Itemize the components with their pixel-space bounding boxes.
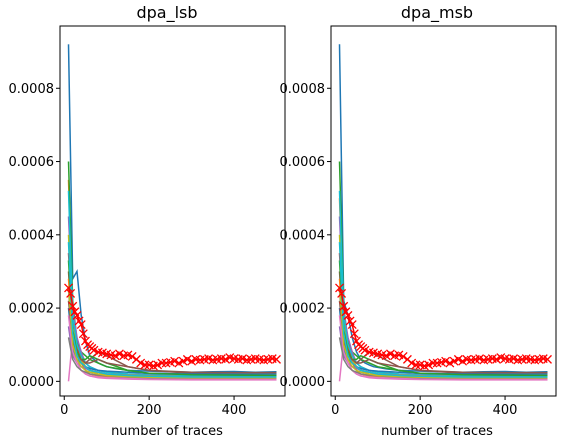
highlight-marker bbox=[76, 320, 86, 330]
series-line-1 bbox=[67, 179, 277, 380]
series-line-2 bbox=[67, 161, 277, 378]
series-line-9 bbox=[338, 190, 548, 378]
y-tick-label: 0.0006 bbox=[280, 155, 326, 170]
y-tick-label: 0.0008 bbox=[9, 82, 55, 97]
plot-frame bbox=[59, 25, 286, 397]
x-tick-label: 400 bbox=[493, 403, 518, 418]
highlight-marker bbox=[68, 301, 78, 311]
highlight-marker bbox=[66, 288, 76, 298]
y-tick-label: 0.0008 bbox=[280, 82, 326, 97]
series-lines bbox=[338, 44, 548, 382]
subplot-title: dpa_msb bbox=[401, 3, 473, 23]
highlight-marker bbox=[127, 351, 137, 361]
highlight-marker bbox=[349, 329, 359, 339]
highlight-marker bbox=[347, 320, 357, 330]
series-line-0 bbox=[67, 44, 277, 373]
highlight-marker bbox=[64, 283, 73, 293]
highlight-marker bbox=[335, 283, 344, 293]
y-tick-label: 0.0004 bbox=[280, 228, 326, 243]
series-line-15 bbox=[67, 315, 277, 380]
highlight-marker bbox=[411, 360, 421, 370]
highlight-marker bbox=[543, 354, 552, 364]
x-axis-label: number of traces bbox=[381, 424, 493, 439]
highlight-marker bbox=[272, 354, 281, 364]
y-tick-label: 0.0000 bbox=[9, 375, 55, 390]
subplot-dpa-lsb: dpa_lsb number of traces 0 200 400 0.0000 0.… bbox=[9, 3, 286, 439]
highlight-marker bbox=[337, 288, 347, 298]
highlight-marker bbox=[343, 310, 353, 320]
x-axis-label: number of traces bbox=[111, 424, 223, 439]
y-tick-label: 0.0004 bbox=[9, 228, 55, 243]
series-line-2 bbox=[338, 161, 548, 378]
plot-frame bbox=[330, 25, 557, 397]
highlight-marker bbox=[339, 301, 349, 311]
x-tick-label: 400 bbox=[222, 403, 247, 418]
x-tick-label: 0 bbox=[60, 403, 68, 418]
highlight-marker bbox=[398, 351, 408, 361]
series-line-18 bbox=[67, 242, 277, 378]
x-tick-label: 200 bbox=[137, 403, 162, 418]
highlight-series bbox=[64, 283, 281, 371]
series-line-0 bbox=[338, 44, 548, 373]
y-tick-label: 0.0002 bbox=[9, 302, 55, 317]
highlight-marker bbox=[140, 360, 150, 370]
series-line-9 bbox=[67, 190, 277, 378]
y-tick-label: 0.0006 bbox=[9, 155, 55, 170]
subplot-title: dpa_lsb bbox=[136, 3, 197, 23]
subplot-dpa-msb: dpa_msb number of traces 0 200 400 0.0000 0.… bbox=[280, 3, 557, 439]
highlight-marker bbox=[428, 358, 438, 368]
highlight-marker bbox=[78, 329, 88, 339]
x-tick-label: 200 bbox=[408, 403, 433, 418]
x-tick-label: 0 bbox=[331, 403, 339, 418]
series-line-18 bbox=[338, 242, 548, 378]
y-tick-label: 0.0000 bbox=[280, 375, 326, 390]
highlight-marker bbox=[157, 358, 167, 368]
highlight-marker bbox=[72, 310, 82, 320]
series-lines bbox=[67, 44, 277, 382]
y-tick-label: 0.0002 bbox=[280, 302, 326, 317]
highlight-series bbox=[335, 283, 552, 371]
series-line-15 bbox=[338, 315, 548, 380]
